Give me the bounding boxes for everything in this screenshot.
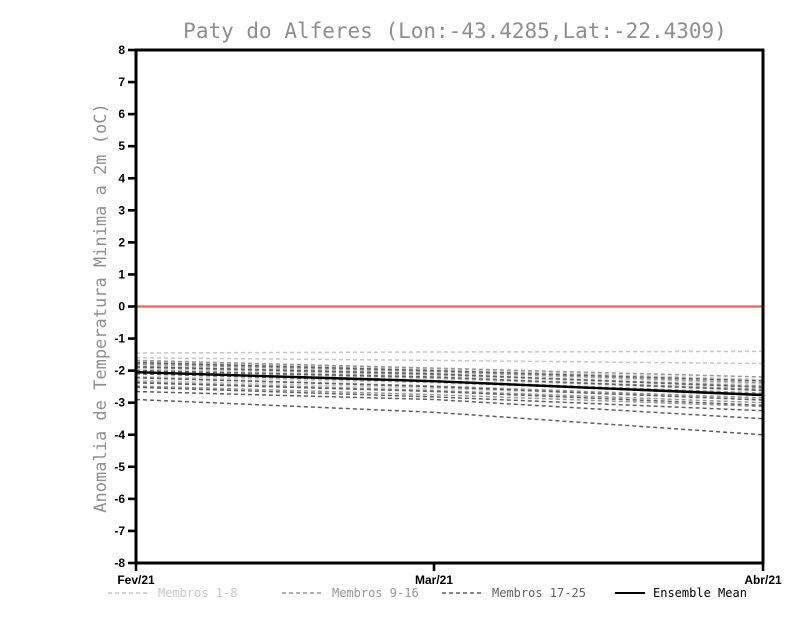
member-line — [135, 376, 764, 401]
y-tick-label: 8 — [118, 43, 125, 57]
y-tick-label: -3 — [114, 396, 125, 410]
legend-item-label: Ensemble Mean — [653, 586, 747, 600]
member-line — [135, 369, 764, 392]
axis-ticks: -8 -7 -6 -5 -4 -3 -2 -1 0 1 2 3 4 5 6 7 8 Fev/21 Mar/21 Abr… — [114, 43, 782, 587]
x-tick-label: Abr/21 — [744, 573, 782, 587]
member-line — [135, 381, 764, 404]
member-line — [135, 359, 764, 378]
member-line — [135, 363, 764, 384]
legend: Membros 1-8 Membros 9-16 Membros 17-25 Ense… — [108, 586, 747, 600]
member-line — [135, 373, 764, 397]
y-tick-label: 6 — [118, 107, 125, 121]
y-tick-label: -5 — [114, 460, 125, 474]
member-line — [135, 357, 764, 365]
x-tick-label: Fev/21 — [117, 573, 155, 587]
y-axis-label: Anomalia de Temperatura Minima a 2m (oC) — [91, 103, 111, 512]
member-line — [135, 360, 764, 381]
legend-item: Membros 17-25 — [442, 586, 586, 600]
y-tick-label: 1 — [118, 267, 125, 281]
y-tick-label: 5 — [118, 139, 125, 153]
member-line — [135, 382, 764, 407]
y-tick-label: 0 — [118, 300, 125, 314]
y-tick-label: -8 — [114, 556, 125, 570]
y-tick-label: 3 — [118, 203, 125, 217]
y-tick-label: -4 — [114, 428, 125, 442]
chart-title: Paty do Alferes (Lon:-43.4285,Lat:-22.43… — [183, 19, 727, 43]
member-line — [135, 375, 764, 395]
legend-item-label: Membros 1-8 — [158, 586, 237, 600]
member-line — [135, 386, 764, 412]
y-tick-label: -2 — [114, 364, 125, 378]
y-tick-label: -6 — [114, 492, 125, 506]
y-tick-label: 7 — [118, 75, 125, 89]
member-line — [135, 368, 764, 389]
y-tick-label: -7 — [114, 524, 125, 538]
y-tick-label: -1 — [114, 332, 125, 346]
member-line — [135, 398, 764, 436]
member-line — [135, 390, 764, 420]
member-line — [135, 385, 764, 408]
legend-item-label: Membros 9-16 — [332, 586, 419, 600]
y-tick-label: 2 — [118, 235, 125, 249]
legend-item: Ensemble Mean — [615, 586, 747, 600]
legend-item-label: Membros 17-25 — [492, 586, 586, 600]
member-line — [135, 366, 764, 389]
legend-item: Membros 9-16 — [282, 586, 419, 600]
ensemble-mean-line — [135, 371, 764, 397]
axis-frame — [134, 48, 765, 565]
x-tick-label: Mar/21 — [415, 573, 453, 587]
legend-item: Membros 1-8 — [108, 586, 237, 600]
member-line — [135, 379, 764, 400]
member-line — [135, 365, 764, 385]
member-line — [135, 361, 764, 382]
series-lines — [135, 305, 764, 436]
y-tick-label: 4 — [118, 171, 125, 185]
member-line — [135, 350, 764, 354]
plot-frame — [134, 48, 765, 565]
